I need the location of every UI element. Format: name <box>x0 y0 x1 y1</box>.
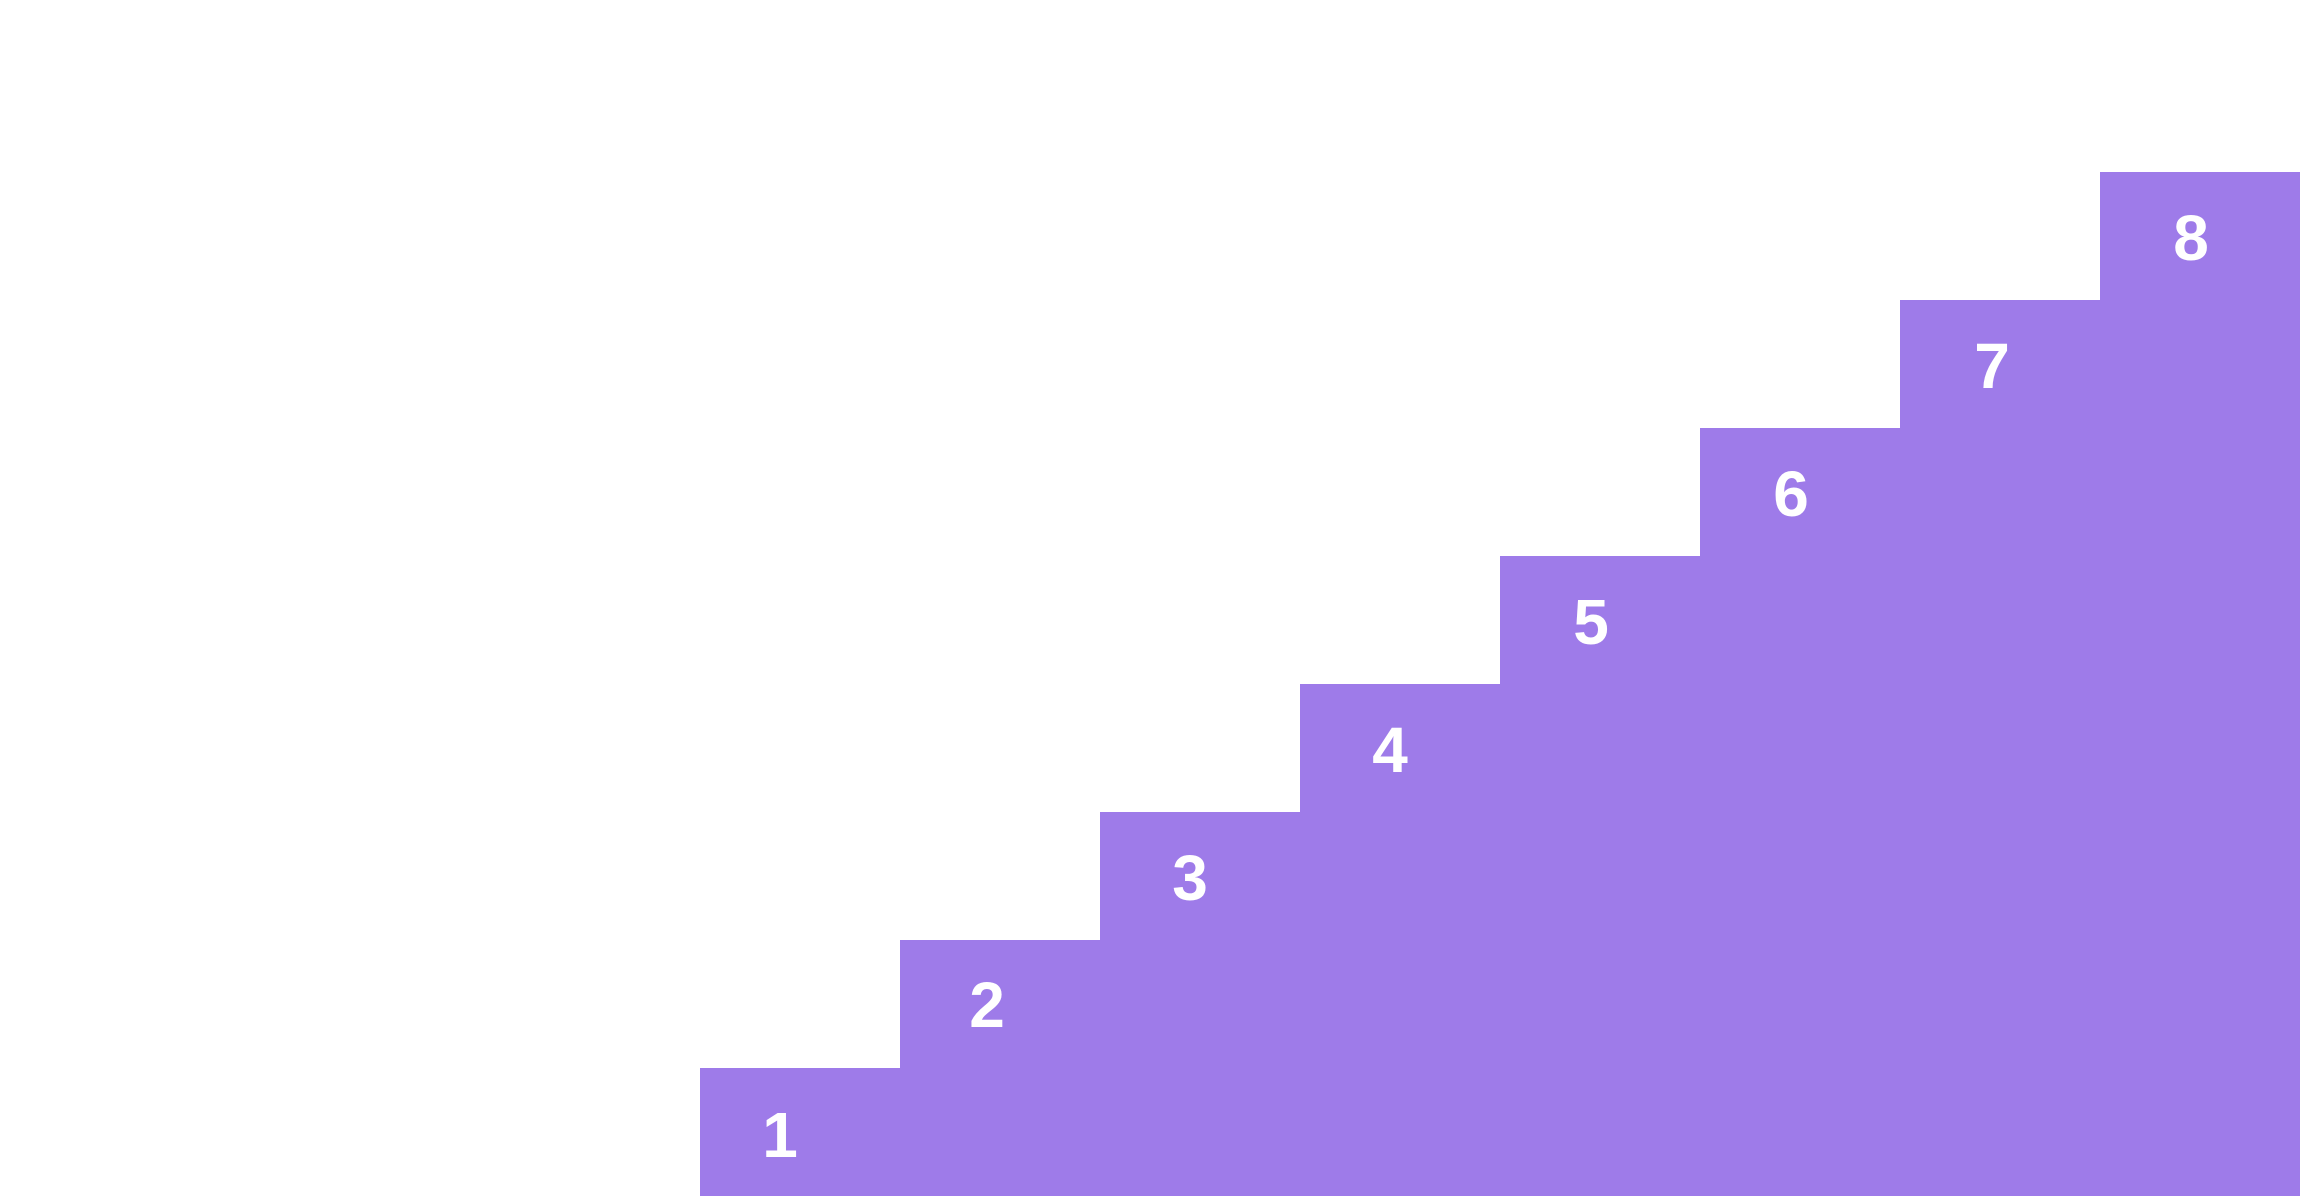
step-5 <box>1500 556 2300 684</box>
step-6-label: 6 <box>1773 458 1809 530</box>
step-1 <box>700 1068 2300 1196</box>
step-5-label: 5 <box>1573 586 1609 658</box>
step-4-label: 4 <box>1372 714 1408 786</box>
step-1-label: 1 <box>762 1099 798 1171</box>
step-3 <box>1100 812 2300 940</box>
step-4 <box>1300 684 2300 812</box>
step-7 <box>1900 300 2300 428</box>
step-3-label: 3 <box>1172 842 1208 914</box>
step-2 <box>900 940 2300 1068</box>
step-8-label: 8 <box>2173 202 2209 274</box>
step-2-label: 2 <box>969 969 1005 1041</box>
step-7-label: 7 <box>1974 330 2010 402</box>
step-6 <box>1700 428 2300 556</box>
step-8 <box>2100 172 2300 300</box>
